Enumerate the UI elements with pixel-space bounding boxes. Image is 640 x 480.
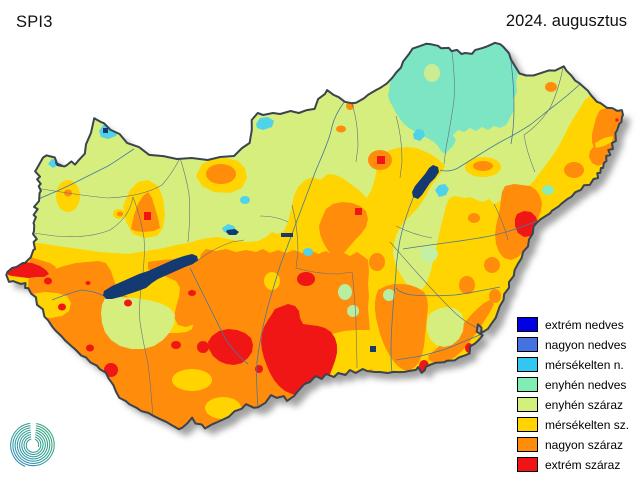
svg-text:mérsékelten sz.: mérsékelten sz. bbox=[545, 418, 629, 432]
svg-text:enyhén száraz: enyhén száraz bbox=[545, 398, 623, 412]
svg-text:extrém száraz: extrém száraz bbox=[545, 458, 620, 472]
svg-text:nagyon száraz: nagyon száraz bbox=[545, 438, 623, 452]
svg-text:extrém nedves: extrém nedves bbox=[545, 318, 624, 332]
svg-text:enyhén nedves: enyhén nedves bbox=[545, 378, 626, 392]
svg-text:nagyon nedves: nagyon nedves bbox=[545, 338, 626, 352]
svg-text:mérsékelten n.: mérsékelten n. bbox=[545, 358, 624, 372]
